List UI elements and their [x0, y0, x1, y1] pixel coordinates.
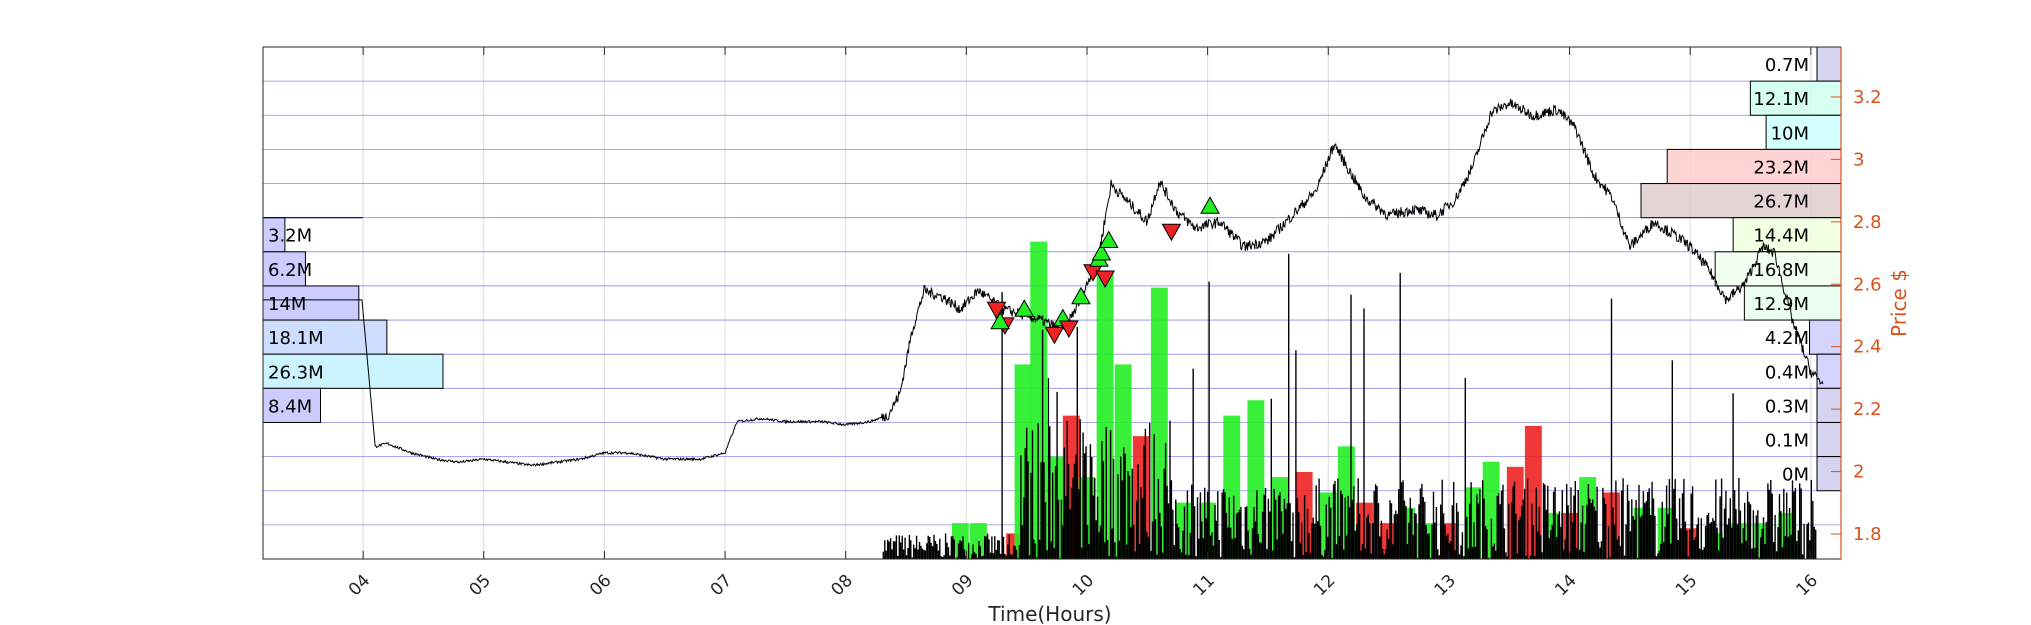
x-tick-label-12: 12 — [1310, 571, 1339, 600]
x-tick-label-14: 14 — [1551, 571, 1580, 600]
right-profile-label: 0.1M — [1765, 431, 1809, 452]
left-profile-bar — [262, 285, 360, 321]
right-profile-bar — [1640, 183, 1842, 219]
x-tick-label-10: 10 — [1069, 571, 1098, 600]
y-tick-label-2.4: 2.4 — [1853, 337, 1882, 358]
buy-signal-marker — [1014, 299, 1035, 317]
x-axis-title: Time(Hours) — [987, 602, 1111, 625]
right-profile-label: 12.9M — [1753, 294, 1809, 315]
volume-bar — [969, 523, 987, 559]
y-axis-right: 1.8 2 2.2 2.4 2.6 2.8 3 3.2 — [1831, 87, 1882, 545]
right-profile-bar — [1714, 251, 1842, 287]
volume-bar — [1247, 400, 1265, 559]
y-tick-label-3.2: 3.2 — [1853, 87, 1882, 108]
sell-signal-marker — [1161, 223, 1182, 242]
x-tick-label-06: 06 — [586, 571, 615, 600]
y-tick-label-2.8: 2.8 — [1853, 212, 1882, 233]
right-profile-label: 10M — [1771, 123, 1809, 144]
right-profile-bar — [1809, 319, 1842, 355]
trade-volume-spikes — [882, 253, 1817, 559]
right-volume-profile: 0.7M 12.1M 10M 23.2M 26.7M 14.4M 16.8M 12.9M 4.2… — [1640, 46, 1842, 492]
right-profile-label: 14.4M — [1753, 226, 1809, 247]
y-tick-label-1.8: 1.8 — [1853, 524, 1882, 545]
price-line — [263, 98, 1824, 467]
right-profile-label: 26.7M — [1753, 192, 1809, 213]
left-profile-label: 14M — [268, 294, 306, 315]
buy-signal-marker — [1200, 196, 1220, 214]
buy-signal-marker — [1071, 286, 1091, 305]
x-tick-label-04: 04 — [345, 571, 374, 600]
right-profile-bar — [1816, 387, 1842, 423]
right-profile-label: 0.3M — [1765, 396, 1809, 417]
grid — [362, 47, 1812, 559]
y-tick-label-2: 2 — [1853, 462, 1864, 483]
right-profile-bar — [1765, 114, 1842, 150]
x-tick-label-15: 15 — [1672, 571, 1701, 600]
right-profile-label: 4.2M — [1765, 328, 1809, 349]
sell-signal-marker — [1044, 326, 1065, 345]
y-tick-label-2.6: 2.6 — [1853, 274, 1882, 295]
y-tick-label-3: 3 — [1853, 149, 1864, 170]
x-tick-label-16: 16 — [1793, 571, 1822, 600]
volume-bar — [1319, 492, 1337, 559]
buy-signal-marker — [990, 311, 1010, 330]
right-profile-label: 0M — [1782, 465, 1809, 486]
right-profile-label: 16.8M — [1753, 260, 1809, 281]
x-tick-label-13: 13 — [1431, 571, 1460, 600]
x-tick-label-09: 09 — [948, 571, 977, 600]
left-profile-bar — [262, 387, 321, 423]
sell-signal-marker — [1095, 270, 1115, 289]
right-profile-bar — [1816, 46, 1842, 82]
right-profile-label: 0.7M — [1765, 55, 1809, 76]
left-profile-label: 18.1M — [268, 328, 324, 349]
y-tick-label-2.2: 2.2 — [1853, 399, 1882, 420]
left-profile-label: 26.3M — [268, 362, 324, 383]
buy-signal-marker — [1098, 230, 1119, 249]
left-profile-bar — [262, 353, 444, 389]
trade-signals — [986, 196, 1220, 345]
x-tick-label-07: 07 — [707, 571, 736, 600]
right-profile-label: 23.2M — [1753, 157, 1809, 178]
x-tick-label-11: 11 — [1189, 571, 1218, 600]
left-profile-label: 8.4M — [268, 396, 312, 417]
buy-signal-marker — [1091, 243, 1112, 261]
price-series — [263, 98, 1824, 467]
x-tick-label-05: 05 — [466, 571, 495, 600]
volume-bar — [1096, 272, 1114, 559]
right-profile-label: 12.1M — [1753, 89, 1809, 110]
volume-bar — [1524, 425, 1542, 559]
sell-signal-marker — [1059, 320, 1079, 338]
right-profile-bar — [1743, 285, 1842, 321]
sell-signal-marker — [986, 301, 1007, 320]
left-profile-label: 3.2M — [268, 226, 312, 247]
left-profile-label: 6.2M — [268, 260, 312, 281]
right-profile-bar — [1816, 421, 1842, 458]
right-profile-bar — [1816, 456, 1842, 492]
right-profile-label: 0.4M — [1765, 362, 1809, 383]
volume-spikes — [882, 253, 1817, 559]
volume-bar — [1014, 364, 1032, 559]
x-tick-label-08: 08 — [827, 571, 856, 600]
y-axis-title: Price $ — [1887, 269, 1911, 337]
